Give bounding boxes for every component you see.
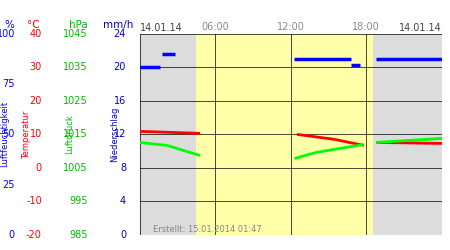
Text: -20: -20 — [26, 230, 42, 240]
Text: 24: 24 — [114, 29, 126, 39]
Text: Luftdruck: Luftdruck — [65, 114, 74, 154]
Text: 100: 100 — [0, 29, 15, 39]
Text: 0: 0 — [36, 163, 42, 173]
Text: 50: 50 — [3, 130, 15, 140]
Text: 0: 0 — [9, 230, 15, 240]
Text: 0: 0 — [120, 230, 126, 240]
Text: Erstellt: 15.01.2014 01:47: Erstellt: 15.01.2014 01:47 — [153, 225, 262, 234]
Text: 16: 16 — [114, 96, 126, 106]
Bar — [291, 34, 373, 235]
Text: mm/h: mm/h — [103, 20, 133, 30]
Text: -10: -10 — [26, 196, 42, 206]
Text: Luftfeuchtigkeit: Luftfeuchtigkeit — [0, 101, 9, 168]
Text: 25: 25 — [2, 180, 15, 190]
Text: 40: 40 — [30, 29, 42, 39]
Text: °C: °C — [27, 20, 40, 30]
Text: 20: 20 — [114, 62, 126, 72]
Text: 1045: 1045 — [63, 29, 88, 39]
Text: 10: 10 — [30, 130, 42, 140]
Text: %: % — [4, 20, 14, 30]
Text: 8: 8 — [120, 163, 126, 173]
Text: Niederschlag: Niederschlag — [110, 107, 119, 162]
Text: 4: 4 — [120, 196, 126, 206]
Text: 995: 995 — [69, 196, 88, 206]
Text: 30: 30 — [30, 62, 42, 72]
Bar — [196, 34, 291, 235]
Text: hPa: hPa — [69, 20, 88, 30]
Text: 75: 75 — [2, 79, 15, 89]
Text: 1025: 1025 — [63, 96, 88, 106]
Text: 1035: 1035 — [63, 62, 88, 72]
Text: 14.01.14: 14.01.14 — [399, 23, 442, 33]
Text: 1005: 1005 — [63, 163, 88, 173]
Text: 20: 20 — [30, 96, 42, 106]
Text: Temperatur: Temperatur — [22, 110, 31, 158]
Text: 1015: 1015 — [63, 130, 88, 140]
Text: 985: 985 — [69, 230, 88, 240]
Text: 12: 12 — [114, 130, 126, 140]
Text: 14.01.14: 14.01.14 — [140, 23, 182, 33]
